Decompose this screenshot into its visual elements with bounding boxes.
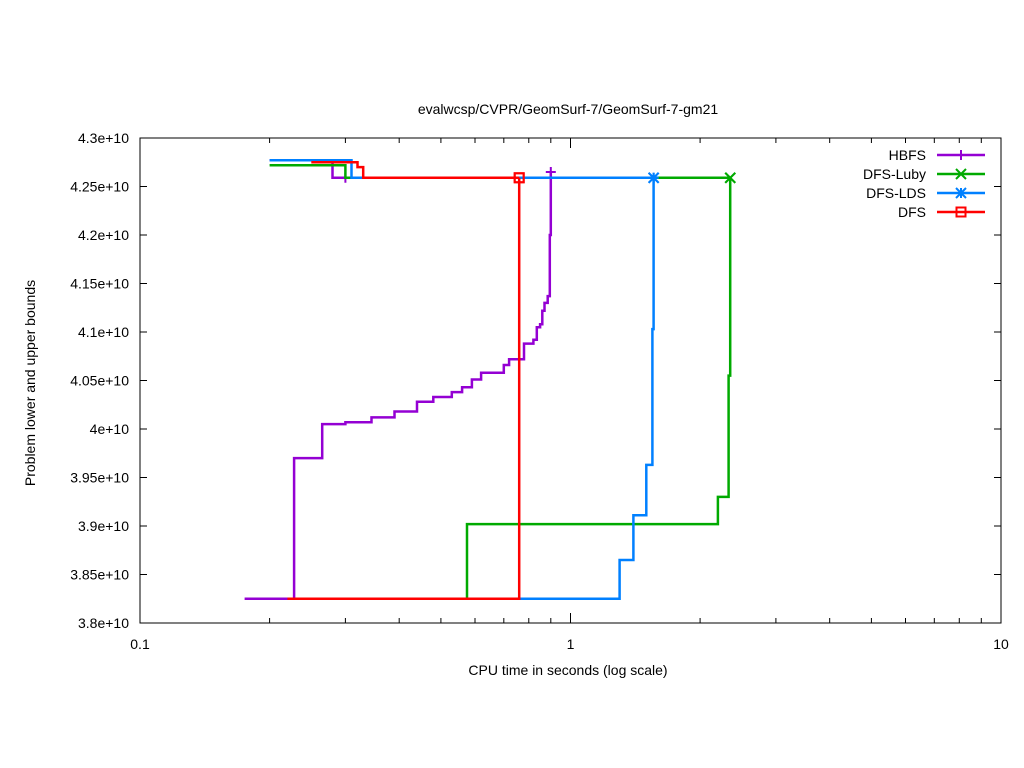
x-tick-label: 0.1 — [130, 636, 150, 652]
y-axis-label: Problem lower and upper bounds — [22, 280, 38, 486]
series-dfs-luby-lower-bound — [465, 177, 732, 599]
x-tick-label: 1 — [567, 636, 575, 652]
y-tick-label: 4.3e+10 — [78, 130, 129, 146]
legend-label: DFS — [898, 204, 926, 220]
legend-marker — [956, 150, 966, 160]
legend-label: DFS-Luby — [863, 166, 926, 182]
legend-marker — [955, 168, 967, 180]
x-tick-label: 10 — [993, 636, 1009, 652]
chart-title: evalwcsp/CVPR/GeomSurf-7/GeomSurf-7-gm21 — [418, 101, 719, 117]
series-dfs-lds-lower-marker — [647, 172, 660, 184]
y-tick-label: 3.95e+10 — [70, 470, 129, 486]
series-dfs — [287, 161, 525, 601]
plot-area-frame — [139, 137, 1002, 624]
y-tick-label: 4e+10 — [90, 421, 130, 437]
series-dfs-luby — [269, 163, 736, 599]
y-tick-label: 3.9e+10 — [78, 518, 129, 534]
y-tick-label: 3.8e+10 — [78, 615, 129, 631]
x-axis: 0.1 1 10 — [130, 138, 1009, 652]
series-dfs-lds-lower-bound — [519, 177, 655, 601]
legend: HBFS DFS-Luby DFS-LDS DFS — [863, 147, 985, 220]
legend-marker — [955, 206, 967, 218]
series-dfs-luby-lower-marker — [724, 172, 736, 184]
series-hbfs-lower-bound — [244, 171, 553, 601]
y-axis: 3.8e+10 3.85e+10 3.9e+10 3.95e+10 4e+10 4.05e… — [70, 130, 1001, 631]
y-tick-label: 4.25e+10 — [70, 179, 129, 195]
series-dfs-lower-marker — [513, 172, 525, 184]
y-tick-label: 3.85e+10 — [70, 567, 129, 583]
plot-lines — [244, 159, 736, 601]
series-dfs-luby-upper-bound — [269, 163, 731, 180]
y-tick-label: 4.05e+10 — [70, 373, 129, 389]
y-tick-label: 4.2e+10 — [78, 227, 129, 243]
series-hbfs — [244, 159, 556, 601]
x-axis-label: CPU time in seconds (log scale) — [468, 662, 667, 678]
legend-label: HBFS — [889, 147, 926, 163]
y-tick-label: 4.1e+10 — [78, 324, 129, 340]
series-hbfs-lower-marker — [545, 166, 556, 177]
y-tick-label: 4.15e+10 — [70, 276, 129, 292]
series-dfs-lds — [269, 159, 660, 601]
series-dfs-lower-bound — [287, 177, 521, 601]
legend-marker — [955, 187, 967, 199]
series-dfs-upper-bound — [311, 161, 520, 180]
legend-label: DFS-LDS — [866, 185, 926, 201]
